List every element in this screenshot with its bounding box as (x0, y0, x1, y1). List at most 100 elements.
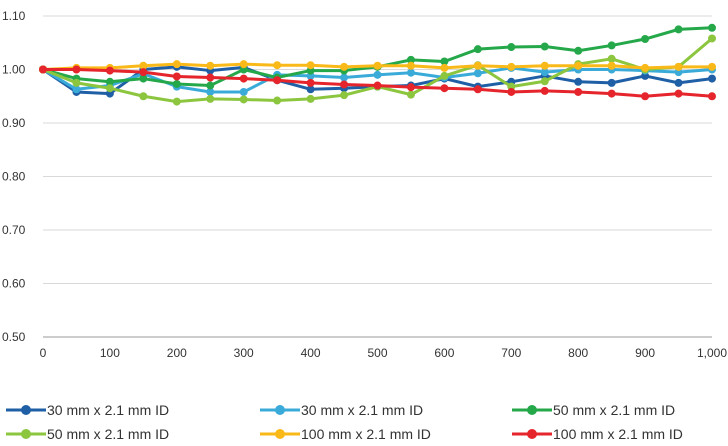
data-point (473, 61, 482, 70)
data-point (574, 46, 583, 55)
data-point (708, 62, 716, 71)
legend-label: 50 mm x 2.1 mm ID (47, 426, 169, 441)
data-point (574, 61, 583, 70)
y-tick-label: 0.70 (2, 223, 26, 237)
data-point (607, 78, 616, 87)
legend-label: 100 mm x 2.1 mm ID (553, 426, 683, 441)
x-tick-label: 100 (100, 346, 120, 360)
y-tick-label: 1.00 (2, 63, 26, 77)
y-tick-label: 0.60 (2, 277, 26, 291)
data-point (306, 78, 315, 87)
data-point (507, 62, 516, 71)
data-point (473, 45, 482, 54)
data-point (306, 61, 315, 70)
data-point (373, 61, 382, 70)
data-point (607, 61, 616, 70)
data-point (507, 43, 516, 52)
legend-swatch-marker (275, 405, 285, 415)
data-point (507, 87, 516, 96)
data-point (708, 74, 716, 83)
legend-label: 30 mm x 2.1 mm ID (47, 402, 169, 418)
data-point (206, 73, 215, 82)
y-tick-label: 0.90 (2, 116, 26, 130)
data-point (641, 92, 650, 101)
data-point (39, 65, 47, 74)
data-point (239, 60, 248, 69)
data-point (273, 61, 282, 70)
data-point (540, 77, 549, 86)
data-point (72, 65, 81, 74)
data-point (641, 35, 650, 44)
data-point (440, 71, 449, 80)
data-point (674, 62, 683, 71)
data-point (440, 84, 449, 93)
data-point (574, 77, 583, 86)
data-point (172, 79, 181, 88)
data-point (306, 85, 315, 94)
data-point (540, 42, 549, 51)
data-point (641, 63, 650, 72)
y-tick-label: 0.80 (2, 170, 26, 184)
y-tick-label: 1.10 (2, 9, 26, 23)
data-point (674, 78, 683, 87)
data-point (72, 78, 81, 87)
data-point (206, 94, 215, 103)
y-tick-labels: 0.50 0.60 0.70 0.80 0.90 1.00 1.10 (2, 9, 26, 344)
legend-item: 30 mm x 2.1 mm ID (260, 402, 423, 418)
data-point (273, 76, 282, 85)
x-tick-label: 700 (501, 346, 521, 360)
legend-item: 50 mm x 2.1 mm ID (512, 402, 675, 418)
x-tick-label: 500 (367, 346, 387, 360)
legend-swatch-marker (275, 429, 285, 439)
data-point (708, 23, 716, 32)
data-point (239, 95, 248, 104)
legend-item: 30 mm x 2.1 mm ID (6, 402, 169, 418)
data-point (406, 61, 415, 70)
data-point (473, 69, 482, 78)
data-point (440, 57, 449, 66)
data-point (540, 68, 549, 77)
data-point (708, 34, 716, 43)
data-point (139, 92, 148, 101)
data-point (607, 54, 616, 63)
data-point (273, 96, 282, 105)
data-point (206, 81, 215, 90)
data-point (708, 92, 716, 101)
legend-label: 50 mm x 2.1 mm ID (553, 402, 675, 418)
data-point (139, 61, 148, 70)
series-lines (39, 23, 716, 106)
y-tick-label: 0.50 (2, 330, 26, 344)
data-point (206, 87, 215, 96)
data-point (206, 61, 215, 70)
legend-swatch-marker (21, 405, 31, 415)
data-point (340, 80, 349, 89)
data-point (172, 97, 181, 106)
data-point (440, 63, 449, 72)
x-tick-label: 800 (568, 346, 588, 360)
data-point (139, 68, 148, 77)
legend-item: 100 mm x 2.1 mm ID (260, 426, 431, 442)
data-point (406, 83, 415, 92)
data-point (105, 66, 114, 75)
data-point (607, 89, 616, 98)
data-point (574, 87, 583, 96)
data-point (473, 85, 482, 94)
data-point (607, 41, 616, 50)
data-point (373, 81, 382, 90)
legend: 30 mm x 2.1 mm ID 30 mm x 2.1 mm ID 50 mm … (6, 402, 683, 442)
legend-swatch-marker (21, 429, 31, 439)
data-point (105, 77, 114, 86)
legend-item: 100 mm x 2.1 mm ID (512, 426, 683, 442)
x-tick-label: 200 (167, 346, 187, 360)
data-point (239, 87, 248, 96)
data-point (172, 60, 181, 69)
data-point (340, 91, 349, 100)
legend-item: 50 mm x 2.1 mm ID (6, 426, 169, 442)
data-point (540, 61, 549, 70)
legend-swatch-marker (527, 405, 537, 415)
x-tick-label: 400 (301, 346, 321, 360)
legend-swatch-marker (527, 429, 537, 439)
data-point (373, 70, 382, 79)
